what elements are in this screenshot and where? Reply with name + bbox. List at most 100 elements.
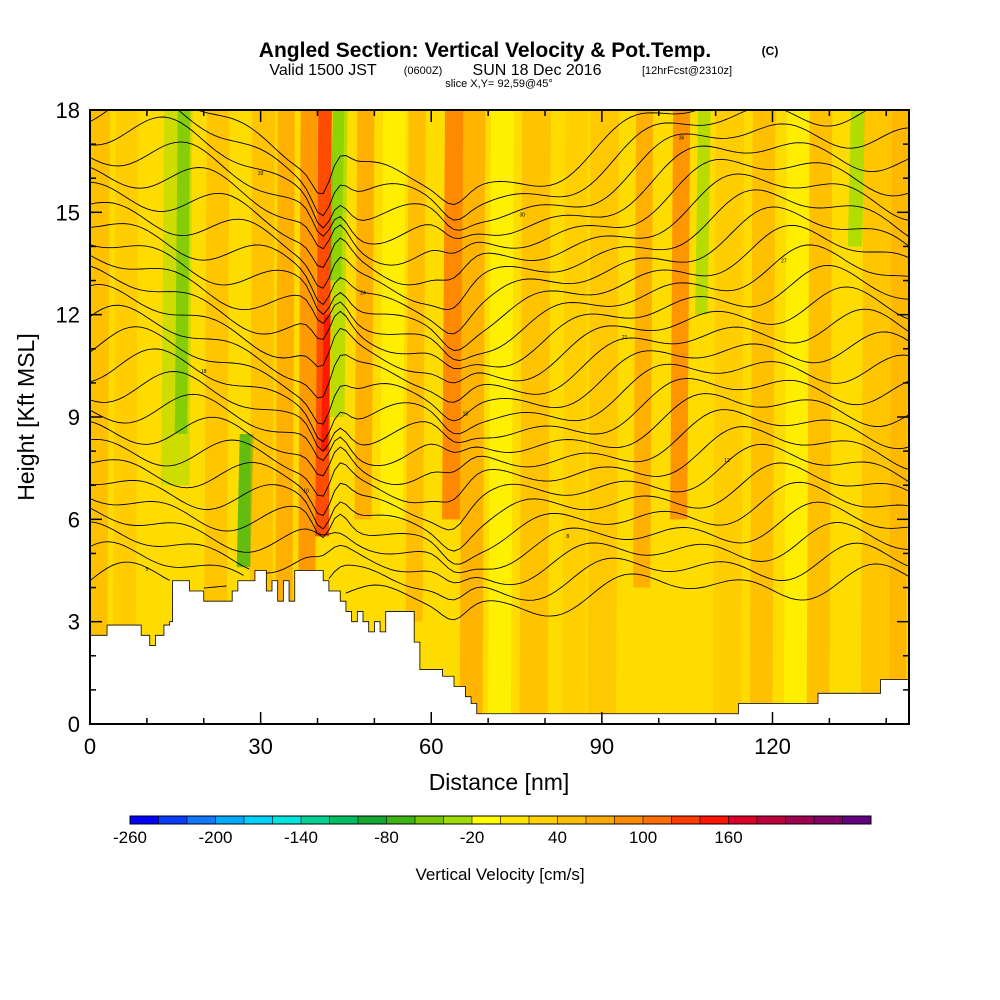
y-tick-label: 0	[68, 712, 80, 737]
isentrope-line	[90, 348, 909, 443]
isentrope-line	[90, 158, 909, 266]
colorbar-swatch	[244, 816, 273, 824]
y-axis: 0 3 6 9 12 15 18	[56, 98, 909, 737]
isentrope-label: 33	[258, 171, 264, 177]
x-axis-label: Distance [nm]	[429, 769, 570, 795]
velocity-band	[320, 314, 331, 452]
colorbar-swatch	[614, 816, 644, 824]
velocity-band	[670, 110, 691, 520]
colorbar: -260 -200 -140 -80 -20 40 100 160	[113, 815, 872, 847]
colorbar-tick-label: -260	[113, 828, 147, 847]
colorbar-tick-label: -80	[374, 828, 399, 847]
chart-title-units: (C)	[762, 44, 779, 58]
colorbar-swatch	[187, 816, 216, 824]
isentrope-line	[90, 426, 909, 504]
colorbar-swatch	[757, 816, 786, 824]
isentrope-line	[90, 371, 909, 452]
velocity-band	[330, 110, 348, 417]
isentrope-label: 39	[417, 92, 423, 98]
colorbar-swatch	[814, 816, 843, 824]
isentrope-line	[90, 244, 909, 361]
x-axis: 0 30 60 90 120	[84, 110, 887, 759]
x-tick-label: 0	[84, 734, 96, 759]
isentrope-line	[90, 326, 909, 425]
colorbar-swatch	[671, 816, 701, 824]
y-tick-label: 15	[56, 200, 80, 225]
y-tick-label: 9	[68, 405, 80, 430]
isentrope-label: 10	[303, 489, 309, 495]
isentrope-line	[196, 110, 699, 205]
isentrope-label: 8	[566, 534, 569, 540]
x-tick-label: 60	[419, 734, 443, 759]
colorbar-tick-label: -20	[460, 828, 485, 847]
velocity-band	[203, 110, 230, 724]
velocity-band	[860, 110, 893, 724]
colorbar-swatch	[130, 816, 159, 824]
forecast-label: [12hrFcst@2310z]	[642, 65, 732, 77]
colorbar-swatch	[643, 816, 672, 824]
y-tick-label: 18	[56, 98, 80, 123]
colorbar-tick-label: -200	[198, 828, 232, 847]
y-tick-label: 6	[68, 507, 80, 532]
colorbar-swatch	[557, 816, 587, 824]
valid-time-prefix: Valid 1500 JST	[269, 62, 377, 79]
terrain	[90, 570, 909, 724]
velocity-band	[442, 110, 464, 520]
velocity-band	[354, 110, 375, 520]
slice-label: slice X,Y= 92,59@45°	[445, 78, 553, 90]
isentrope-label: 18	[201, 369, 207, 375]
colorbar-swatch	[272, 816, 302, 824]
colorbar-swatch	[386, 816, 416, 824]
colorbar-swatch	[700, 816, 729, 824]
colorbar-swatch	[358, 816, 387, 824]
colorbar-swatch	[158, 816, 188, 824]
velocity-band	[587, 110, 620, 724]
isentrope-line	[90, 541, 909, 601]
colorbar-swatch	[472, 816, 501, 824]
colorbar-swatch	[215, 816, 245, 824]
colorbar-swatch	[301, 816, 330, 824]
velocity-band	[749, 110, 776, 724]
velocity-band	[847, 110, 866, 247]
isentrope-line	[90, 561, 909, 621]
colorbar-tick-label: -140	[284, 828, 318, 847]
y-axis-label: Height [Kft MSL]	[13, 333, 39, 500]
velocity-band	[783, 110, 810, 724]
velocity-band	[112, 110, 139, 724]
chart-title: Angled Section: Vertical Velocity & Pot.…	[259, 39, 711, 62]
isentrope-line	[90, 110, 868, 221]
colorbar-swatch	[500, 816, 530, 824]
velocity-band	[806, 110, 833, 724]
isentrope-line	[90, 501, 909, 574]
colorbar-tick-label: 40	[548, 828, 567, 847]
x-tick-label: 90	[590, 734, 614, 759]
isentrope-line	[90, 224, 909, 351]
colorbar-swatch	[329, 816, 359, 824]
isentrope-label: 27	[781, 259, 787, 265]
isentrope-line	[90, 264, 909, 370]
colorbar-swatch	[785, 816, 815, 824]
colorbar-swatch	[415, 816, 444, 824]
colorbar-tick-label: 100	[629, 828, 657, 847]
valid-date: SUN 18 Dec 2016	[473, 62, 602, 79]
x-tick-label: 30	[248, 734, 272, 759]
y-tick-label: 3	[68, 610, 80, 635]
valid-time-utc: (0600Z)	[404, 65, 443, 77]
velocity-band	[562, 110, 588, 724]
velocity-band	[236, 434, 254, 568]
isentrope-line	[90, 141, 909, 245]
colorbar-swatch	[443, 816, 473, 824]
isentrope-label: 12	[724, 458, 730, 464]
colorbar-swatch	[842, 816, 872, 824]
colorbar-swatch	[529, 816, 558, 824]
velocity-band	[633, 110, 654, 588]
isentrope-line	[90, 116, 909, 231]
isentrope-line	[90, 521, 909, 586]
isentrope-line	[90, 284, 909, 384]
colorbar-title: Vertical Velocity [cm/s]	[415, 865, 584, 884]
velocity-band	[161, 110, 193, 486]
velocity-band	[712, 110, 745, 724]
